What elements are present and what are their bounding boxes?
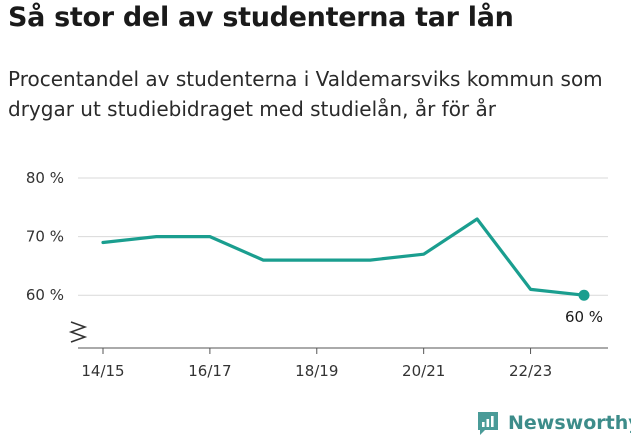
end-point-marker [578, 289, 590, 301]
y-tick-label: 80 % [26, 169, 64, 187]
end-value-label: 60 % [565, 308, 603, 326]
axes [68, 321, 608, 354]
x-tick-label: 18/19 [295, 362, 338, 380]
chart-subtitle: Procentandel av studenterna i Valdemarsv… [8, 67, 603, 121]
line-chart: 60 % 70 % 80 % 14/15 16/17 18/19 20/21 22/23 60 … [26, 169, 608, 380]
axis-break-icon [68, 321, 88, 343]
x-tick-label: 14/15 [81, 362, 124, 380]
newsworthy-logo-icon [478, 412, 498, 435]
brand-name: Newsworthy [508, 412, 631, 434]
y-tick-label: 70 % [26, 228, 64, 246]
chart-title: Så stor del av studenterna tar lån [8, 2, 514, 33]
series-line [101, 217, 586, 297]
brand-logo: Newsworthy [476, 408, 631, 438]
x-tick-label: 16/17 [188, 362, 231, 380]
labels-layer: 60 % 70 % 80 % 14/15 16/17 18/19 20/21 22/23 60 … [26, 169, 603, 380]
x-tick-label: 20/21 [402, 362, 445, 380]
x-tick-label: 22/23 [509, 362, 552, 380]
series-layer [101, 217, 590, 301]
y-tick-label: 60 % [26, 286, 64, 304]
